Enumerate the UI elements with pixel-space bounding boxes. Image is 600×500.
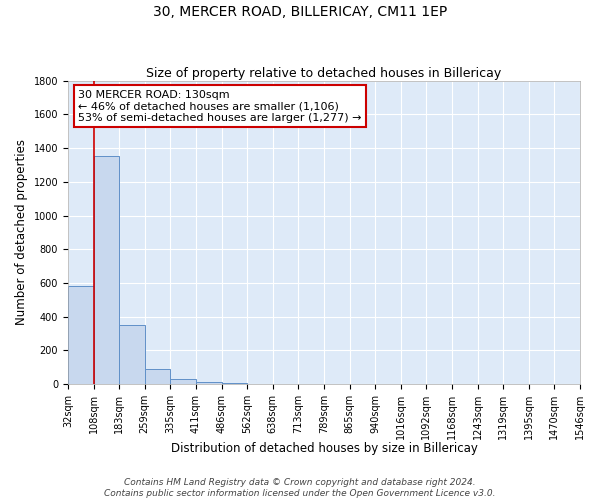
Bar — [94, 156, 119, 384]
Bar — [170, 379, 196, 384]
Bar — [68, 286, 94, 384]
Y-axis label: Number of detached properties: Number of detached properties — [15, 140, 28, 326]
Bar — [196, 382, 221, 384]
X-axis label: Distribution of detached houses by size in Billericay: Distribution of detached houses by size … — [170, 442, 478, 455]
Title: Size of property relative to detached houses in Billericay: Size of property relative to detached ho… — [146, 66, 502, 80]
Text: Contains HM Land Registry data © Crown copyright and database right 2024.
Contai: Contains HM Land Registry data © Crown c… — [104, 478, 496, 498]
Bar — [119, 325, 145, 384]
Text: 30, MERCER ROAD, BILLERICAY, CM11 1EP: 30, MERCER ROAD, BILLERICAY, CM11 1EP — [153, 5, 447, 19]
Bar — [145, 369, 170, 384]
Text: 30 MERCER ROAD: 130sqm
← 46% of detached houses are smaller (1,106)
53% of semi-: 30 MERCER ROAD: 130sqm ← 46% of detached… — [78, 90, 362, 123]
